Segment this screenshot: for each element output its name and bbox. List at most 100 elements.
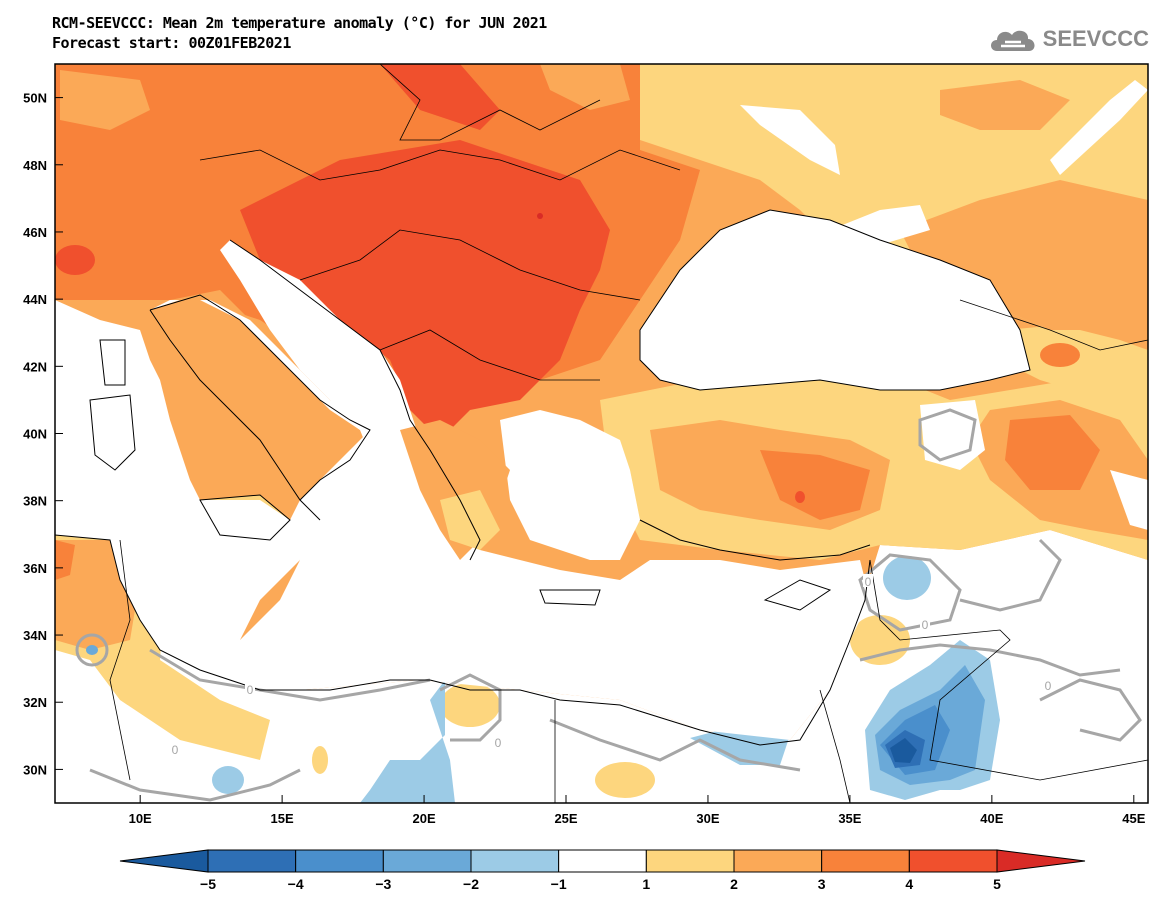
lat-label: 32N — [23, 695, 47, 710]
anomaly-patch-neutral-russia — [1050, 80, 1148, 175]
lat-label: 40N — [23, 427, 47, 442]
coast-sicily — [199, 494, 291, 541]
colorbar-tick-label: −2 — [463, 876, 479, 892]
border-line-2 — [299, 229, 641, 301]
anomaly-patch-poland — [540, 64, 630, 110]
colorbar-min-extend — [119, 849, 209, 873]
longitude-labels: 10E 15E 20E 25E 30E 35E 40E 45E — [129, 795, 1146, 826]
anomaly-patch-libya — [440, 683, 500, 727]
colorbar-max-extend — [996, 849, 1086, 873]
coast-north-africa-west — [55, 534, 430, 691]
anomaly-patch-neg-libya-west — [212, 766, 244, 794]
contour-label-bg — [920, 617, 930, 630]
lon-label: 15E — [271, 811, 294, 826]
contour-label-bg — [245, 682, 255, 695]
coast-sardinia — [89, 394, 136, 471]
colorbar-tick-label: 3 — [818, 876, 826, 892]
border-line-north — [379, 64, 601, 141]
colorbar-tick-label: −3 — [375, 876, 391, 892]
contour-label-bg — [863, 574, 873, 587]
lake-van — [1110, 470, 1148, 530]
adriatic-ionian-sea — [220, 240, 480, 560]
zero-contour-syria — [858, 553, 962, 632]
zero-contour-tunisia — [75, 633, 109, 667]
latitude-labels: 50N 48N 46N 44N 42N 40N 38N 36N 34N 32N 30N — [23, 91, 63, 777]
aegean-sea — [500, 410, 640, 560]
contour-label: 0 — [495, 736, 502, 750]
coast-turkey-south — [639, 519, 871, 561]
contour-label-bg — [1043, 678, 1053, 691]
colorbar-bin — [733, 849, 823, 873]
zero-contour-iraq-north — [959, 538, 1062, 612]
colorbar-tick-label: 5 — [993, 876, 1001, 892]
anomaly-patch-5-romania — [537, 213, 543, 219]
cloud-icon — [990, 30, 1035, 51]
border-tunisia-libya — [109, 539, 131, 781]
anomaly-band-neg-5-jordan — [890, 738, 917, 763]
anomaly-patch-4-5-france — [55, 245, 95, 275]
lat-label: 38N — [23, 494, 47, 509]
coastlines — [55, 209, 1031, 746]
zero-contour-anatolia — [918, 408, 977, 462]
colorbar-bin — [207, 849, 297, 873]
contour-label: 0 — [172, 743, 179, 757]
anomaly-patch-france-north — [60, 70, 150, 130]
contour-label: 0 — [865, 575, 872, 589]
anomaly-patch-caucasus — [1040, 343, 1080, 367]
border-egypt-israel — [819, 689, 851, 803]
anomaly-band-2-3-russia — [900, 180, 1148, 330]
zero-contour-libya — [149, 648, 431, 702]
colorbar-bin — [558, 849, 647, 873]
mediterranean-sea — [55, 300, 870, 740]
anomaly-band-3-4-tunisia — [55, 540, 75, 580]
borders — [109, 64, 1148, 803]
lat-label: 44N — [23, 292, 47, 307]
anomaly-patch-neg-syria — [883, 556, 931, 600]
sea-of-azov — [830, 205, 930, 245]
zero-contour-libya-south — [89, 768, 301, 802]
contour-label: 0 — [922, 618, 929, 632]
lat-label: 48N — [23, 158, 47, 173]
coast-adriatic-east — [229, 239, 481, 561]
zero-contour-egypt — [549, 718, 801, 772]
colorbar-bin — [908, 849, 998, 873]
colorbar-tick-label: 1 — [642, 876, 650, 892]
anomaly-patch-egypt — [595, 762, 655, 798]
lon-label: 30E — [696, 811, 719, 826]
colorbar-tick-label: −4 — [288, 876, 304, 892]
coast-italy-east — [149, 294, 371, 501]
lat-label: 30N — [23, 762, 47, 777]
coast-black-sea — [639, 209, 1031, 391]
anomaly-patch-neg-tunisia — [86, 645, 98, 655]
colorbar-bin — [295, 849, 384, 873]
lat-label: 34N — [23, 628, 47, 643]
border-caucasus — [959, 299, 1148, 351]
colorbar: −5 −4 −3 −2 −1 1 2 3 4 5 — [119, 849, 1086, 892]
contour-label-bg — [493, 735, 503, 748]
coast-crete — [539, 589, 601, 606]
colorbar-tick-label: −5 — [200, 876, 216, 892]
anomaly-band-3-4-anatolia — [760, 450, 870, 520]
contour-labels: 0 0 0 0 0 0 — [170, 574, 1053, 757]
lat-label: 42N — [23, 359, 47, 374]
seevccc-logo: SEEVCCC — [987, 24, 1149, 54]
anomaly-patch-russia-north — [940, 80, 1070, 130]
lon-label: 35E — [838, 811, 861, 826]
border-line-3 — [379, 329, 600, 381]
border-line-1 — [199, 149, 681, 181]
lon-label: 10E — [129, 811, 152, 826]
colorbar-bin — [382, 849, 472, 873]
coast-cyprus — [763, 579, 832, 611]
anomaly-band-4-5-balkans — [240, 140, 610, 440]
anomaly-patch-germany — [380, 64, 500, 130]
colorbar-tick-label: 4 — [905, 876, 913, 892]
lon-label: 20E — [412, 811, 435, 826]
coast-corsica — [99, 339, 126, 386]
colorbar-bin — [470, 849, 560, 873]
coast-north-africa-east — [429, 559, 871, 746]
anomaly-band-neg-1-libya — [360, 680, 455, 803]
lon-label: 25E — [554, 811, 577, 826]
anomaly-band-2-3-italy — [160, 290, 370, 500]
map-title: RCM-SEEVCCC: Mean 2m temperature anomaly… — [52, 14, 547, 32]
colorbar-tick-label: −1 — [551, 876, 567, 892]
